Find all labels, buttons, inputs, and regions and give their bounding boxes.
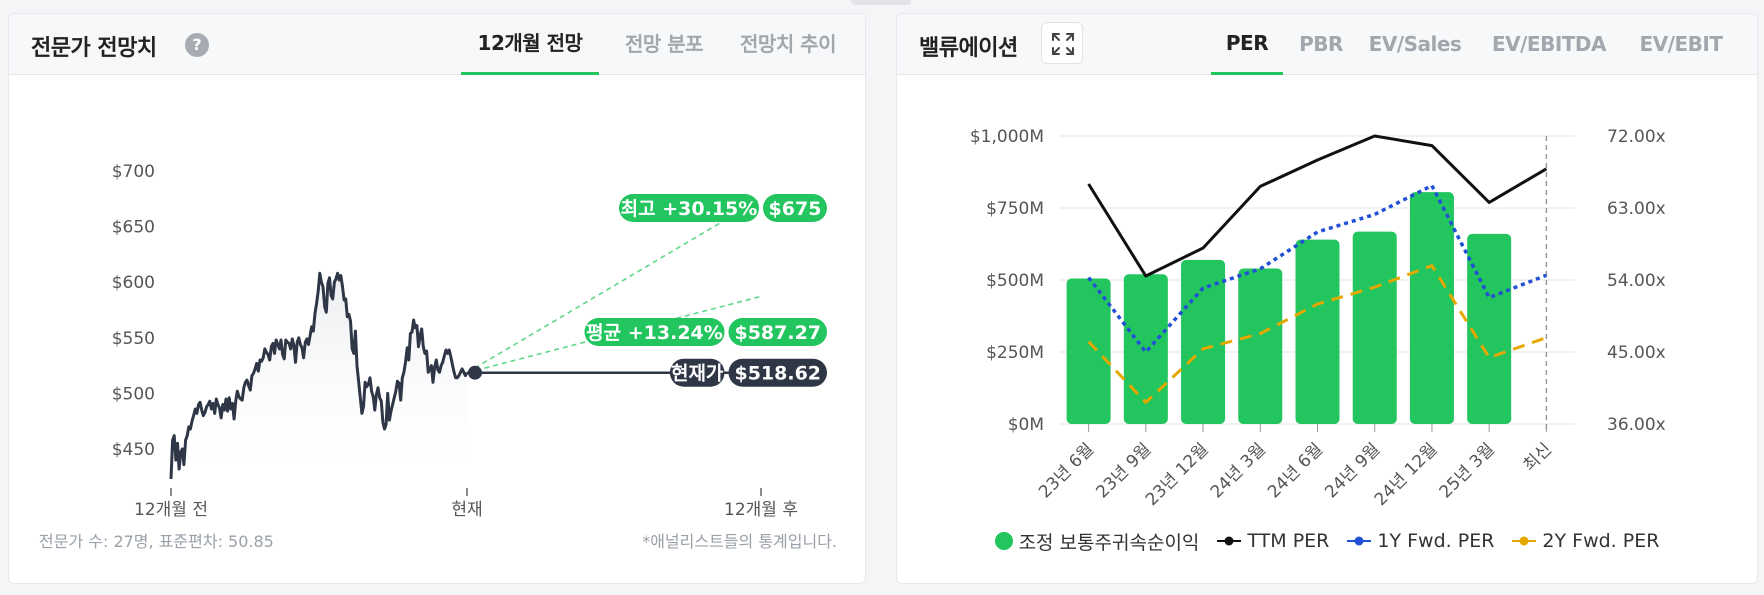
price-history-line	[169, 271, 469, 480]
analyst-forecast-card: 전문가 전망치 ? 12개월 전망 전망 분포 전망치 추이 $700 $650 $…	[8, 13, 866, 584]
bar[interactable]	[1238, 268, 1283, 424]
x-axis-tick-label: 최신	[1520, 439, 1556, 475]
tab-ev-ebitda[interactable]: EV/EBITDA	[1491, 32, 1607, 56]
high-target-label-badge	[619, 194, 759, 222]
y-axis-tick-label: $500	[112, 384, 155, 404]
right-axis-tick-label: 45.00x	[1607, 343, 1666, 363]
x-axis-tick-label: 현재	[451, 500, 482, 520]
current-price-label-badge	[669, 358, 725, 387]
y-axis-tick-label: $450	[112, 440, 155, 460]
tab-ev-sales[interactable]: EV/Sales	[1368, 32, 1462, 56]
series-line	[1087, 264, 1547, 404]
right-axis-tick-label: 72.00x	[1607, 127, 1666, 147]
left-axis-tick-label: $0M	[1008, 415, 1044, 435]
analyst-count-note: 전문가 수: 27명, 표준편차: 50.85	[39, 532, 274, 551]
tab-forecast-trend[interactable]: 전망치 추이	[740, 32, 836, 56]
drag-handle[interactable]	[851, 0, 911, 5]
line-dot-icon	[1347, 536, 1372, 546]
legend-label: TTM PER	[1247, 530, 1330, 552]
legend-label: 조정 보통주귀속순이익	[1018, 531, 1200, 554]
y-axis-tick-label: $650	[112, 218, 155, 238]
bar[interactable]	[1066, 278, 1111, 424]
x-axis-tick-label: 23년 12월	[1142, 439, 1213, 510]
y-axis-tick-label: $700	[112, 162, 155, 182]
high-target-value: $675	[769, 198, 822, 220]
y-axis-tick-label: $550	[112, 329, 155, 349]
card-header: 밸류에이션 PER PBR EV/Sales EV/EBITDA EV/EBIT	[897, 14, 1757, 75]
x-axis-tick-label: 25년 3월	[1436, 439, 1499, 502]
right-axis-tick-label: 36.00x	[1607, 415, 1666, 435]
tab-pbr[interactable]: PBR	[1299, 32, 1343, 56]
card-title: 전문가 전망치	[31, 36, 157, 61]
chart-legend: 조정 보통주귀속순이익 TTM PER 1Y Fwd. PER 2Y Fwd. …	[897, 526, 1757, 556]
analyst-stats-note: *애널리스트들의 통계입니다.	[642, 532, 837, 551]
average-target-value: $587.27	[734, 322, 821, 344]
current-price-value: $518.62	[734, 363, 821, 385]
legend-item-1y-fwd-per[interactable]: 1Y Fwd. PER	[1347, 530, 1494, 552]
legend-item-adjusted-net-income[interactable]: 조정 보통주귀속순이익	[994, 528, 1200, 555]
right-axis-tick-label: 63.00x	[1607, 199, 1666, 219]
line-dot-icon	[1217, 536, 1242, 546]
legend-label: 1Y Fwd. PER	[1377, 530, 1495, 552]
valuation-chart: $1,000M 72.00x $750M 63.00x $500M 54.00x $250M…	[970, 127, 1666, 510]
high-target-line	[466, 198, 762, 374]
current-price-label: 현재가	[671, 363, 724, 385]
card-title: 밸류에이션	[919, 36, 1018, 61]
high-target-label: 최고 +30.15%	[621, 198, 758, 220]
x-axis-tick-label: 12개월 후	[724, 500, 798, 520]
current-price-value-badge	[728, 358, 827, 387]
y-axis-tick-label: $600	[112, 273, 155, 293]
tab-12-month-forecast[interactable]: 12개월 전망	[461, 14, 599, 75]
x-axis-tick-label: 24년 6월	[1264, 439, 1327, 502]
legend-label: 2Y Fwd. PER	[1542, 530, 1660, 552]
price-forecast-chart: $700$650$600$550$500$450 12개월 전 현재 12개월 후 …	[112, 162, 827, 520]
question-circle-icon[interactable]: ?	[185, 33, 209, 57]
left-axis-tick-label: $750M	[986, 199, 1044, 219]
average-target-line	[466, 295, 762, 374]
legend-item-2y-fwd-per[interactable]: 2Y Fwd. PER	[1512, 530, 1659, 552]
x-axis-tick-label: 24년 12월	[1371, 439, 1442, 510]
left-axis-tick-label: $1,000M	[970, 127, 1044, 147]
high-target-value-badge	[763, 194, 827, 222]
tab-forecast-distribution[interactable]: 전망 분포	[624, 32, 704, 56]
line-dot-icon	[1512, 536, 1537, 546]
bar[interactable]	[1467, 233, 1512, 424]
x-axis-tick-label: 23년 6월	[1035, 439, 1098, 502]
bar[interactable]	[1352, 231, 1397, 424]
current-price-marker	[468, 365, 482, 380]
bar[interactable]	[1295, 239, 1340, 424]
green-dot-icon	[994, 532, 1013, 550]
average-target-label: 평균 +13.24%	[586, 322, 723, 344]
legend-item-ttm-per[interactable]: TTM PER	[1217, 530, 1329, 552]
card-header: 전문가 전망치 ? 12개월 전망 전망 분포 전망치 추이	[9, 14, 865, 75]
tab-per[interactable]: PER	[1211, 14, 1283, 75]
right-axis-tick-label: 54.00x	[1607, 271, 1666, 291]
x-axis-tick-label: 12개월 전	[134, 500, 208, 520]
price-history-area	[171, 273, 467, 486]
left-axis-tick-label: $250M	[986, 343, 1044, 363]
series-line	[1087, 183, 1548, 354]
series-line	[1087, 134, 1548, 278]
left-axis-tick-label: $500M	[986, 271, 1044, 291]
expand-icon[interactable]	[1041, 22, 1083, 64]
x-axis-tick-label: 24년 3월	[1207, 439, 1270, 502]
bar[interactable]	[1409, 192, 1454, 424]
average-target-label-badge	[584, 318, 725, 346]
tab-ev-ebit[interactable]: EV/EBIT	[1639, 32, 1723, 56]
bar[interactable]	[1123, 274, 1168, 424]
valuation-card: 밸류에이션 PER PBR EV/Sales EV/EBITDA EV/EBIT…	[896, 13, 1758, 584]
average-target-value-badge	[728, 318, 827, 346]
